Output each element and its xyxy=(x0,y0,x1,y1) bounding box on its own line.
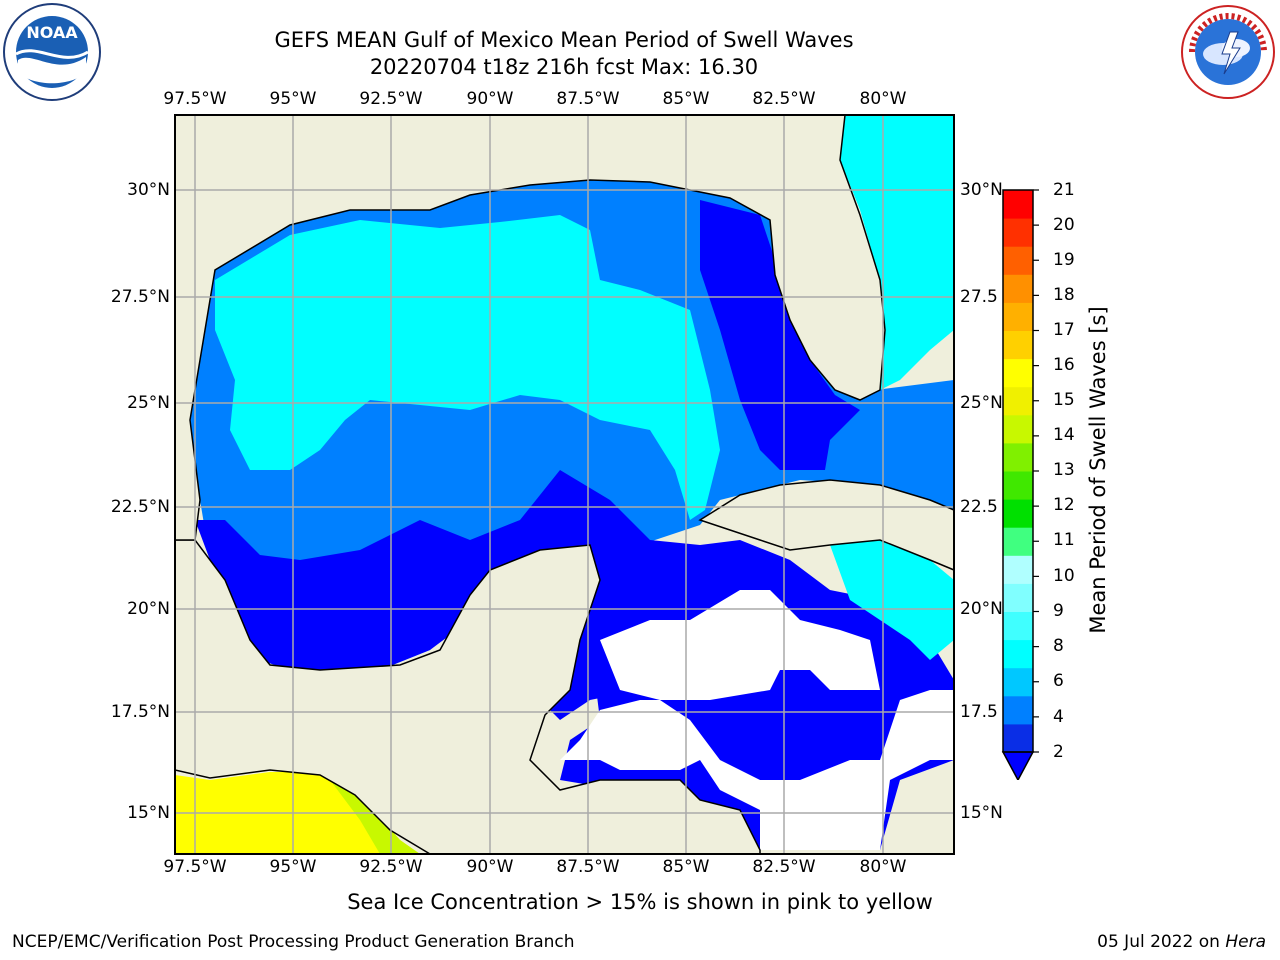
colorbar-segment xyxy=(1003,442,1033,472)
colorbar-label: 6 xyxy=(1053,671,1064,691)
map-grid xyxy=(175,115,954,854)
map-frame xyxy=(174,114,955,855)
footer-date: 05 Jul 2022 on Hera xyxy=(1097,932,1266,952)
lon-tick-top: 90°W xyxy=(466,89,514,109)
lat-tick-right: 27.5 xyxy=(960,287,998,307)
colorbar-segment xyxy=(1003,471,1033,500)
colorbar-label: 11 xyxy=(1053,530,1075,550)
colorbar-segment xyxy=(1003,695,1033,725)
nws-logo xyxy=(1178,2,1278,102)
colorbar-segment xyxy=(1003,190,1033,219)
lat-tick-left: 27.5°N xyxy=(110,287,170,307)
colorbar-segment xyxy=(1003,723,1033,753)
lat-tick-left: 20°N xyxy=(127,599,170,619)
colorbar-segment xyxy=(1003,302,1033,331)
lon-tick-top: 95°W xyxy=(269,89,317,109)
lon-tick-top: 97.5°W xyxy=(163,89,227,109)
colorbar-label: 14 xyxy=(1053,425,1075,445)
lon-tick-top: 87.5°W xyxy=(556,89,620,109)
ice-note-text: Sea Ice Concentration > 15% is shown in … xyxy=(347,890,933,914)
cyan-swell-region xyxy=(215,215,720,520)
lon-tick-top: 82.5°W xyxy=(752,89,816,109)
colorbar-segment xyxy=(1003,667,1033,697)
svg-text:NOAA: NOAA xyxy=(26,23,78,42)
footer-host: Hera xyxy=(1225,932,1266,952)
pacific-green-edge xyxy=(330,780,420,854)
colorbar-label: 4 xyxy=(1053,707,1064,727)
atlantic-cyan xyxy=(840,115,954,390)
colorbar-segment xyxy=(1003,639,1033,669)
lon-tick-top: 85°W xyxy=(662,89,710,109)
lat-tick-right: 25°N xyxy=(960,393,1003,413)
colorbar-extend-arrow xyxy=(1001,751,1035,780)
lon-tick-bottom: 97.5°W xyxy=(163,857,227,877)
lat-tick-left: 30°N xyxy=(127,180,170,200)
colorbar-label: 21 xyxy=(1053,180,1075,200)
mexico-land xyxy=(175,539,761,854)
colorbar-segment xyxy=(1003,274,1033,303)
lon-tick-bottom: 82.5°W xyxy=(752,857,816,877)
lon-tick-bottom: 95°W xyxy=(269,857,317,877)
colorbar-segment xyxy=(1003,414,1033,444)
colorbar-label: 19 xyxy=(1053,250,1075,270)
lat-tick-left: 22.5°N xyxy=(110,497,170,517)
lon-tick-bottom: 85°W xyxy=(662,857,710,877)
lat-tick-right: 22.5 xyxy=(960,497,998,517)
footer-credit: NCEP/EMC/Verification Post Processing Pr… xyxy=(12,932,575,952)
colorbar-segment xyxy=(1003,527,1033,556)
caribbean-cyan xyxy=(830,540,954,660)
colorbar-label: 16 xyxy=(1053,355,1075,375)
noaa-logo: NOAA xyxy=(2,2,102,102)
colorbar xyxy=(1001,189,1039,780)
lon-tick-bottom: 87.5°W xyxy=(556,857,620,877)
colorbar-segment xyxy=(1003,386,1033,416)
lat-tick-right: 17.5 xyxy=(960,702,998,722)
colorbar-label: 2 xyxy=(1053,742,1064,762)
lat-tick-right: 30°N xyxy=(960,180,1003,200)
colorbar-label: 12 xyxy=(1053,495,1075,515)
colorbar-label: 15 xyxy=(1053,390,1075,410)
colorbar-segment xyxy=(1003,358,1033,388)
colorbar-segment xyxy=(1003,330,1033,360)
colorbar-label: 18 xyxy=(1053,285,1075,305)
colorbar-label: 10 xyxy=(1053,566,1075,586)
chart-subtitle: 20220704 t18z 216h fcst Max: 16.30 xyxy=(369,55,759,79)
colorbar-segment xyxy=(1003,583,1033,612)
colorbar-segment xyxy=(1003,246,1033,275)
colorbar-segment xyxy=(1003,499,1033,528)
lon-tick-bottom: 90°W xyxy=(466,857,514,877)
cuba-land xyxy=(698,479,954,571)
lat-tick-left: 15°N xyxy=(127,803,170,823)
lon-tick-bottom: 80°W xyxy=(859,857,907,877)
colorbar-segment xyxy=(1003,218,1033,247)
lon-tick-bottom: 92.5°W xyxy=(359,857,423,877)
colorbar-label: 17 xyxy=(1053,320,1075,340)
colorbar-label: 20 xyxy=(1053,215,1075,235)
lat-tick-right: 15°N xyxy=(960,803,1003,823)
lat-tick-left: 25°N xyxy=(127,393,170,413)
colorbar-label: 9 xyxy=(1053,601,1064,621)
colorbar-label: 8 xyxy=(1053,636,1064,656)
colorbar-segment xyxy=(1003,555,1033,584)
lon-tick-top: 92.5°W xyxy=(359,89,423,109)
lat-tick-left: 17.5°N xyxy=(110,702,170,722)
footer-date-text: 05 Jul 2022 on xyxy=(1097,932,1226,952)
lon-tick-top: 80°W xyxy=(859,89,907,109)
no-data-area xyxy=(560,590,954,850)
chart-title: GEFS MEAN Gulf of Mexico Mean Period of … xyxy=(274,28,854,52)
lat-tick-right: 20°N xyxy=(960,599,1003,619)
colorbar-label: 13 xyxy=(1053,460,1075,480)
colorbar-segment xyxy=(1003,611,1033,641)
ice-note: Sea Ice Concentration > 15% is shown in … xyxy=(0,890,1280,914)
colorbar-title: Mean Period of Swell Waves [s] xyxy=(1086,306,1110,634)
